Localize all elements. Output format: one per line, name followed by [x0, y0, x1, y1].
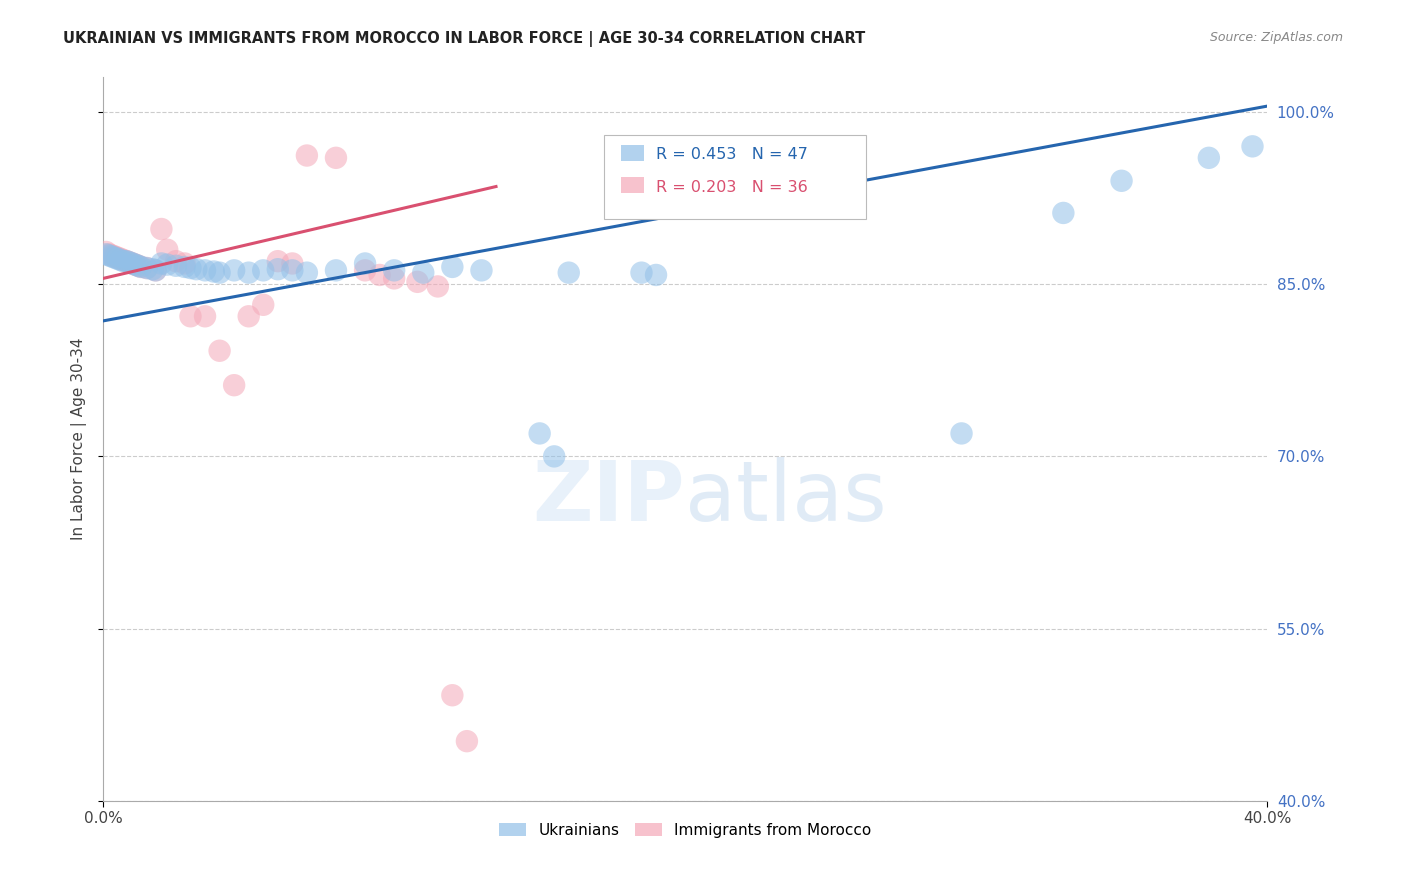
Point — [98, 247, 121, 261]
Point — [124, 258, 146, 272]
Point — [110, 252, 132, 266]
Point — [115, 254, 138, 268]
Point — [267, 262, 290, 277]
Point — [127, 259, 149, 273]
Point — [281, 256, 304, 270]
Point — [325, 151, 347, 165]
Point — [406, 275, 429, 289]
Point — [129, 260, 152, 274]
Point — [118, 255, 141, 269]
Point — [412, 266, 434, 280]
Text: UKRAINIAN VS IMMIGRANTS FROM MOROCCO IN LABOR FORCE | AGE 30-34 CORRELATION CHAR: UKRAINIAN VS IMMIGRANTS FROM MOROCCO IN … — [63, 31, 866, 47]
Point — [165, 259, 187, 273]
Point — [173, 256, 195, 270]
Point — [224, 378, 246, 392]
Point — [194, 310, 217, 324]
Text: Source: ZipAtlas.com: Source: ZipAtlas.com — [1209, 31, 1343, 45]
Point — [101, 250, 124, 264]
Text: R = 0.453   N = 47: R = 0.453 N = 47 — [657, 147, 808, 162]
Point — [104, 250, 127, 264]
Point — [135, 261, 157, 276]
Point — [1111, 174, 1133, 188]
Point — [118, 255, 141, 269]
Point — [107, 251, 129, 265]
Point — [426, 279, 449, 293]
Point — [441, 688, 464, 702]
Point — [208, 343, 231, 358]
Point — [238, 310, 260, 324]
Point — [543, 450, 565, 464]
Point — [150, 256, 173, 270]
Point — [252, 298, 274, 312]
Point — [179, 261, 201, 276]
Point — [145, 263, 167, 277]
Point — [129, 260, 152, 274]
Point — [150, 222, 173, 236]
Point — [110, 253, 132, 268]
Point — [94, 244, 117, 259]
FancyBboxPatch shape — [603, 136, 866, 219]
Point — [441, 260, 464, 274]
Point — [252, 263, 274, 277]
Point — [295, 148, 318, 162]
Point — [558, 266, 581, 280]
Point — [382, 263, 405, 277]
Point — [165, 254, 187, 268]
Point — [127, 259, 149, 273]
Point — [950, 426, 973, 441]
Point — [1198, 151, 1220, 165]
Text: ZIP: ZIP — [533, 457, 685, 538]
Point — [186, 262, 208, 277]
Y-axis label: In Labor Force | Age 30-34: In Labor Force | Age 30-34 — [72, 338, 87, 541]
Point — [630, 266, 652, 280]
Point — [325, 263, 347, 277]
Point — [156, 258, 179, 272]
Point — [156, 243, 179, 257]
Point — [238, 266, 260, 280]
Point — [135, 261, 157, 276]
Point — [645, 268, 668, 282]
Point — [1241, 139, 1264, 153]
Point — [121, 256, 143, 270]
Point — [1052, 206, 1074, 220]
Point — [124, 258, 146, 272]
Point — [145, 263, 167, 277]
Text: atlas: atlas — [685, 457, 887, 538]
Point — [94, 247, 117, 261]
Point — [295, 266, 318, 280]
Point — [202, 264, 225, 278]
Point — [101, 248, 124, 262]
Point — [98, 248, 121, 262]
Point — [224, 263, 246, 277]
Point — [179, 310, 201, 324]
Point — [368, 268, 391, 282]
Point — [281, 263, 304, 277]
Point — [382, 271, 405, 285]
Text: R = 0.203   N = 36: R = 0.203 N = 36 — [657, 180, 808, 195]
Point — [470, 263, 492, 277]
Point — [115, 254, 138, 268]
Point — [112, 254, 135, 268]
Point — [529, 426, 551, 441]
Point — [173, 260, 195, 274]
Point — [121, 256, 143, 270]
Point — [142, 262, 165, 277]
Point — [194, 263, 217, 277]
Point — [354, 263, 377, 277]
Point — [354, 256, 377, 270]
Point — [107, 252, 129, 266]
Point — [267, 254, 290, 268]
Point — [456, 734, 478, 748]
Bar — [621, 145, 644, 161]
Bar — [621, 178, 644, 194]
Point — [208, 266, 231, 280]
Legend: Ukrainians, Immigrants from Morocco: Ukrainians, Immigrants from Morocco — [492, 816, 877, 844]
Point — [104, 251, 127, 265]
Point — [112, 253, 135, 268]
